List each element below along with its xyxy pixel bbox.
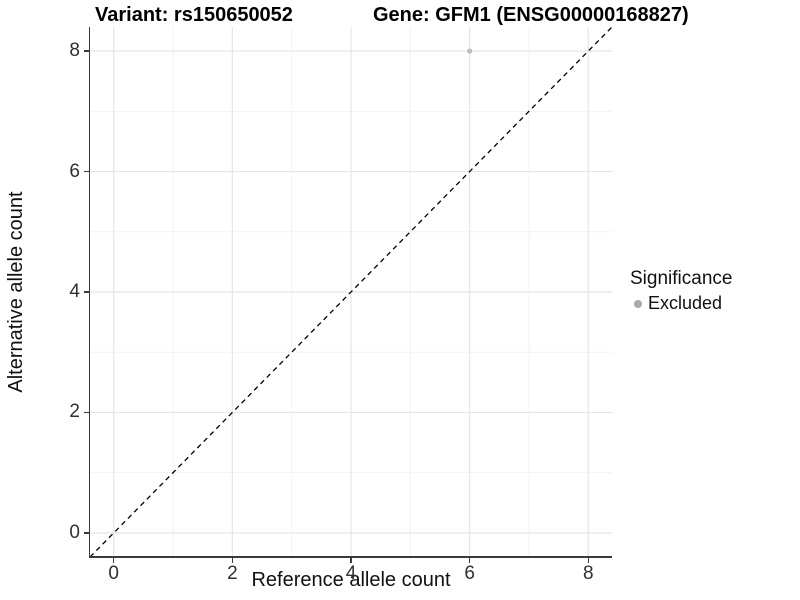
x-tick-label: 2 xyxy=(227,563,238,584)
y-tick-label: 0 xyxy=(69,521,80,543)
plot-title-variant: Variant: rs150650052 xyxy=(95,4,293,26)
legend: Significance Excluded xyxy=(630,268,732,314)
x-tick-mark xyxy=(468,558,471,563)
legend-key-dot-icon xyxy=(634,299,642,308)
data-point-excluded xyxy=(467,48,473,54)
x-tick-mark xyxy=(587,558,589,563)
legend-item-label: Excluded xyxy=(648,293,723,313)
x-tick-label: 0 xyxy=(108,563,119,584)
legend-title: Significance xyxy=(630,268,733,289)
y-tick-mark xyxy=(84,291,89,293)
y-tick-label: 8 xyxy=(69,40,80,62)
legend-item-excluded: Excluded xyxy=(630,293,732,314)
x-tick-mark xyxy=(231,558,234,563)
x-tick-label: 8 xyxy=(582,563,594,584)
x-tick-label: 6 xyxy=(464,563,475,584)
x-tick-mark xyxy=(350,558,352,563)
x-axis-line xyxy=(88,556,613,559)
y-tick-label: 2 xyxy=(69,401,80,423)
x-tick-label: 4 xyxy=(345,563,357,584)
plot-title-gene: Gene: GFM1 (ENSG00000168827) xyxy=(373,4,689,26)
y-tick-label: 6 xyxy=(69,160,80,182)
y-tick-mark xyxy=(84,532,89,534)
y-tick-mark xyxy=(84,50,89,52)
y-tick-label: 4 xyxy=(69,281,80,302)
x-axis-title: Reference allele count xyxy=(251,569,451,591)
y-axis-line xyxy=(88,27,91,559)
identity-line xyxy=(90,27,612,557)
y-axis-title: Alternative allele count xyxy=(5,191,27,393)
y-tick-mark xyxy=(84,170,89,173)
x-tick-mark xyxy=(113,558,115,563)
plot-panel xyxy=(90,27,612,557)
y-tick-mark xyxy=(84,411,89,414)
